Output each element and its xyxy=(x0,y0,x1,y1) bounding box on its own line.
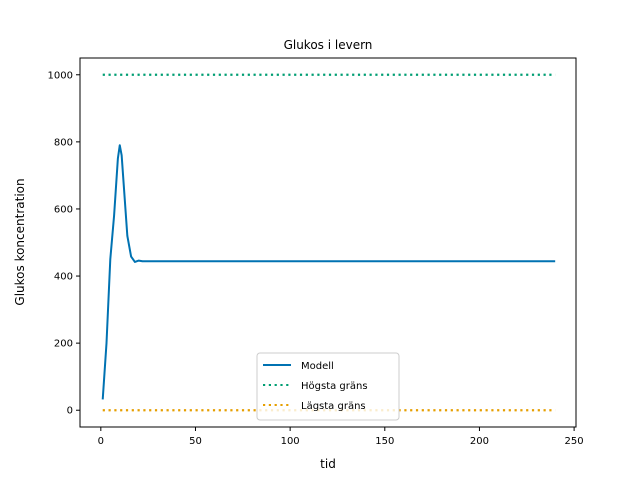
x-tick-label: 250 xyxy=(565,436,584,447)
legend-label: Högsta gräns xyxy=(301,381,368,392)
x-tick-label: 50 xyxy=(189,436,202,447)
y-tick-label: 200 xyxy=(54,339,73,350)
y-tick-label: 400 xyxy=(54,272,73,283)
plot-frame xyxy=(79,57,577,428)
y-axis: 0 200 400 600 800 1000 xyxy=(48,70,80,417)
y-tick-label: 800 xyxy=(54,137,73,148)
x-tick-label: 200 xyxy=(470,436,489,447)
x-axis: 0 50 100 150 200 250 xyxy=(98,427,584,447)
chart-title: Glukos i levern xyxy=(284,38,373,52)
y-tick-label: 600 xyxy=(54,204,73,215)
y-tick-label: 1000 xyxy=(48,70,73,81)
x-axis-label: tid xyxy=(320,457,336,471)
x-tick-label: 150 xyxy=(375,436,394,447)
legend: Modell Högsta gräns Lägsta gräns xyxy=(256,352,400,421)
x-tick-label: 100 xyxy=(281,436,300,447)
y-axis-label: Glukos koncentration xyxy=(13,178,27,305)
y-tick-label: 0 xyxy=(67,406,73,417)
x-tick-label: 0 xyxy=(98,436,104,447)
legend-label: Lägsta gräns xyxy=(301,401,366,412)
legend-box xyxy=(256,352,400,421)
series-line-1 xyxy=(101,144,556,400)
legend-label: Modell xyxy=(301,361,334,372)
